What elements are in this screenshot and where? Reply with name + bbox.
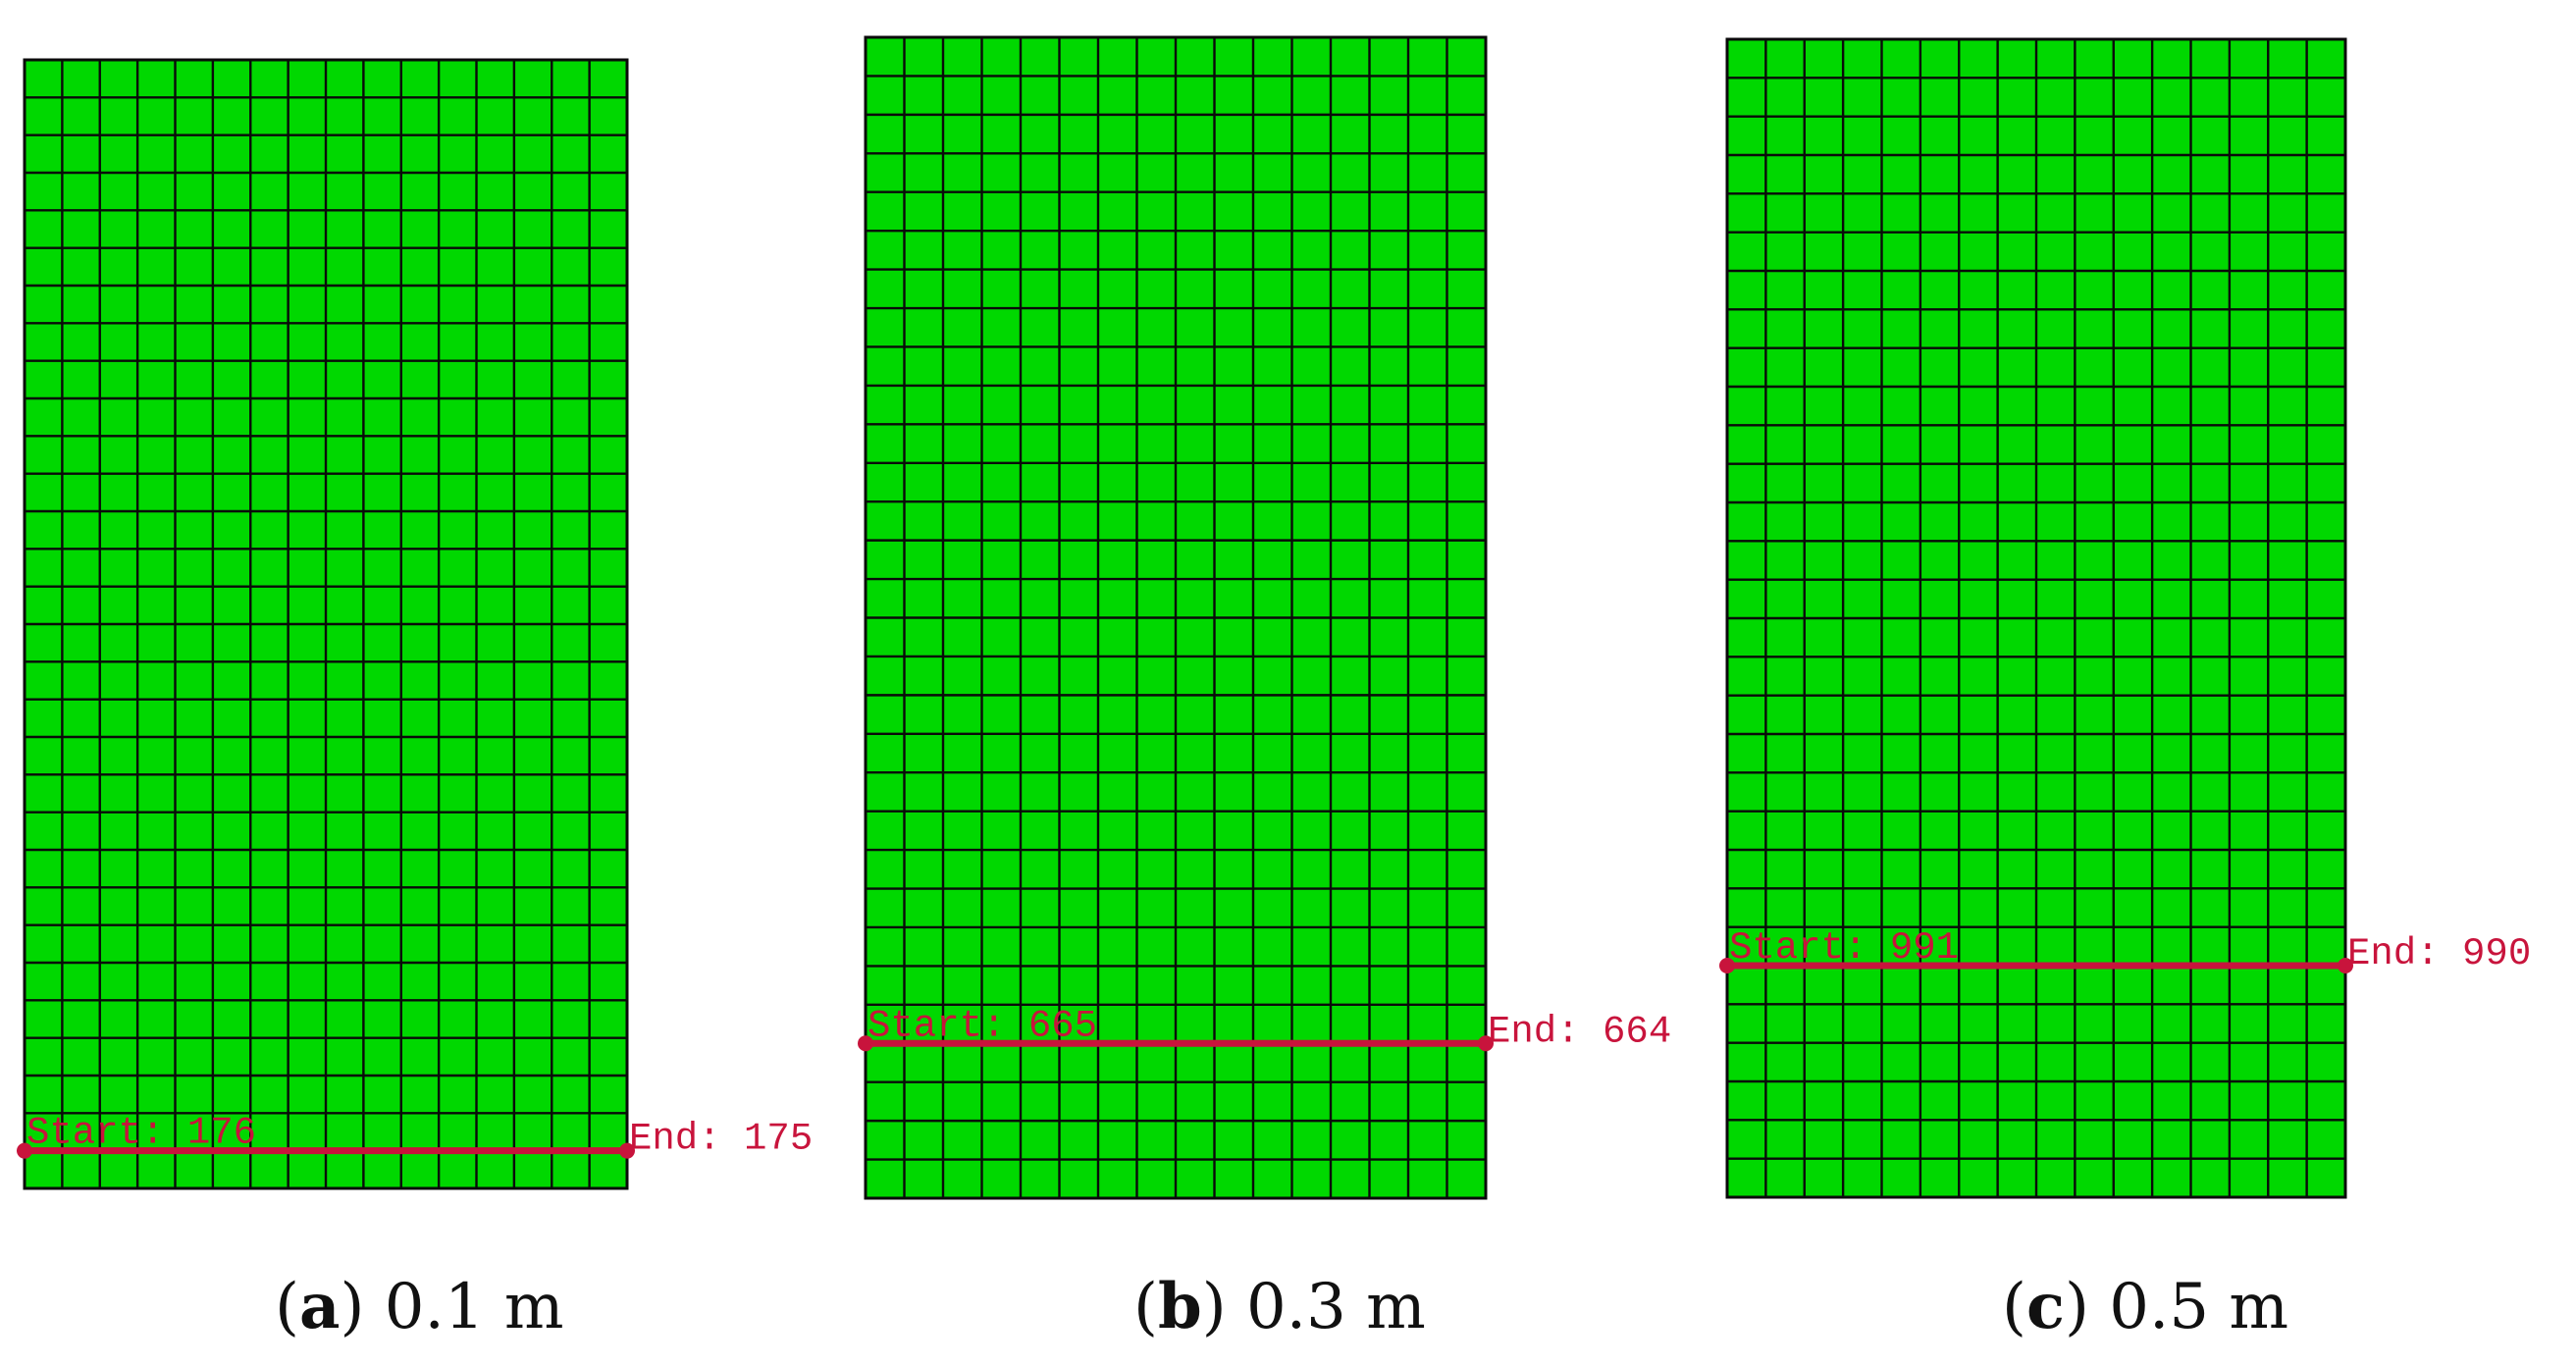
path-end-node-c xyxy=(2338,958,2353,973)
path-start-node-a xyxy=(17,1142,32,1159)
mesh-gridlines-a xyxy=(25,60,627,1188)
caption-b-text: 0.3 m xyxy=(1246,1271,1426,1343)
path-end-label-b: End: 664 xyxy=(1488,1010,1671,1053)
caption-a-letter: a xyxy=(298,1270,341,1343)
mesh-gridlines-c xyxy=(1727,39,2345,1197)
path-start-node-b xyxy=(858,1035,873,1052)
caption-b: (b) 0.3 m xyxy=(1133,1270,1426,1343)
caption-c: (c) 0.5 m xyxy=(2002,1270,2289,1343)
caption-b-letter: b xyxy=(1157,1270,1202,1343)
path-end-node-b xyxy=(1478,1035,1494,1052)
caption-a: (a) 0.1 m xyxy=(275,1270,564,1343)
caption-c-text: 0.5 m xyxy=(2109,1271,2289,1343)
path-start-label-a: Start: 176 xyxy=(26,1112,256,1155)
path-end-label-a: End: 175 xyxy=(629,1118,813,1161)
panel-b: Start: 665 End: 664 xyxy=(858,35,1671,1200)
path-start-node-c xyxy=(1719,958,1735,973)
path-end-node-a xyxy=(619,1142,635,1159)
caption-a-text: 0.1 m xyxy=(384,1271,564,1343)
mesh-gridlines-b xyxy=(866,37,1486,1198)
path-start-label-b: Start: 665 xyxy=(867,1004,1097,1047)
panel-c: Start: 991 End: 990 xyxy=(1719,37,2531,1199)
panel-a: Start: 176 End: 175 xyxy=(17,58,813,1190)
path-start-label-c: Start: 991 xyxy=(1729,926,1959,970)
path-end-label-c: End: 990 xyxy=(2347,932,2531,975)
caption-c-letter: c xyxy=(2025,1270,2065,1343)
